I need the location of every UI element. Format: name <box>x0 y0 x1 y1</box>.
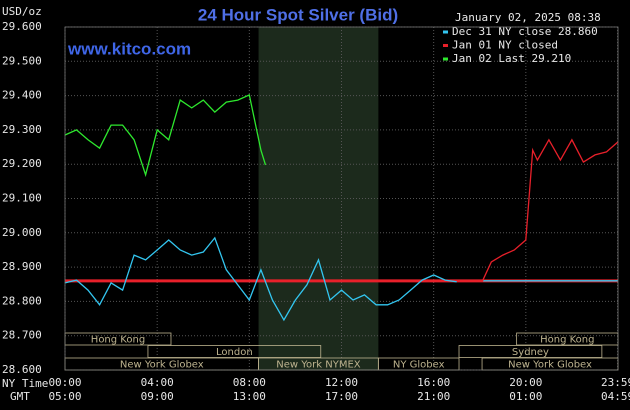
session-box <box>458 345 603 358</box>
timestamp: January 02, 2025 08:38 <box>455 11 601 24</box>
plot-frame <box>64 26 619 371</box>
session-label: New York Globex <box>508 360 592 371</box>
chart-title: 24 Hour Spot Silver (Bid) <box>198 5 398 24</box>
session-box <box>147 345 322 358</box>
y-tick-label: 29.300 <box>2 123 42 136</box>
x2-tick-label: 13:00 <box>233 390 266 403</box>
session-label: London <box>216 347 253 358</box>
series-line <box>64 236 618 322</box>
legend-swatch <box>443 30 448 34</box>
y-tick-label: 29.500 <box>2 54 42 67</box>
legend-label: Jan 01 NY closed <box>452 39 558 52</box>
watermark: www.kitco.com <box>67 39 191 58</box>
y-tick-label: 29.400 <box>2 89 42 102</box>
y-tick-label: 29.600 <box>2 20 42 33</box>
y-tick-label: 28.800 <box>2 294 42 307</box>
x2-tick-label: 21:00 <box>417 390 450 403</box>
x-tick-label: 16:00 <box>417 376 450 389</box>
x-tick-label: 00:00 <box>48 376 81 389</box>
x-tick-label: 20:00 <box>509 376 542 389</box>
x2-tick-label: 05:00 <box>48 390 81 403</box>
y-tick-label: 28.700 <box>2 329 42 342</box>
x-tick-label: 08:00 <box>233 376 266 389</box>
legend-swatch <box>443 44 448 47</box>
session-label: New York Globex <box>120 360 204 371</box>
x-tick-label: 12:00 <box>325 376 358 389</box>
session-label: New York NYMEX <box>276 360 361 371</box>
session-label: Hong Kong <box>540 335 594 346</box>
x2-tick-label: 04:59 <box>601 390 630 403</box>
legend-label: Dec 31 NY close 28.860 <box>452 25 598 38</box>
y-axis-label: USD/oz <box>2 5 42 18</box>
x2-tick-label: 09:00 <box>141 390 174 403</box>
x-axis-label: NY Time <box>2 377 48 390</box>
series-line <box>481 138 619 283</box>
y-tick-label: 28.900 <box>2 260 42 273</box>
session-label: Hong Kong <box>91 335 145 346</box>
series-line <box>64 93 267 178</box>
x-tick-label: 23:59 <box>601 376 630 389</box>
session-label: NY Globex <box>393 360 445 371</box>
x2-axis-label: GMT <box>10 390 30 403</box>
x2-tick-label: 01:00 <box>509 390 542 403</box>
y-tick-label: 28.600 <box>2 363 42 376</box>
y-tick-label: 29.200 <box>2 157 42 170</box>
session-label: Sydney <box>512 347 549 358</box>
x-tick-label: 04:00 <box>141 376 174 389</box>
legend-swatch <box>443 57 448 61</box>
shaded-span <box>258 27 379 370</box>
y-tick-label: 29.000 <box>2 226 42 239</box>
legend-label: Jan 02 Last 29.210 <box>452 52 571 65</box>
x2-tick-label: 17:00 <box>325 390 358 403</box>
y-tick-label: 29.100 <box>2 192 42 205</box>
